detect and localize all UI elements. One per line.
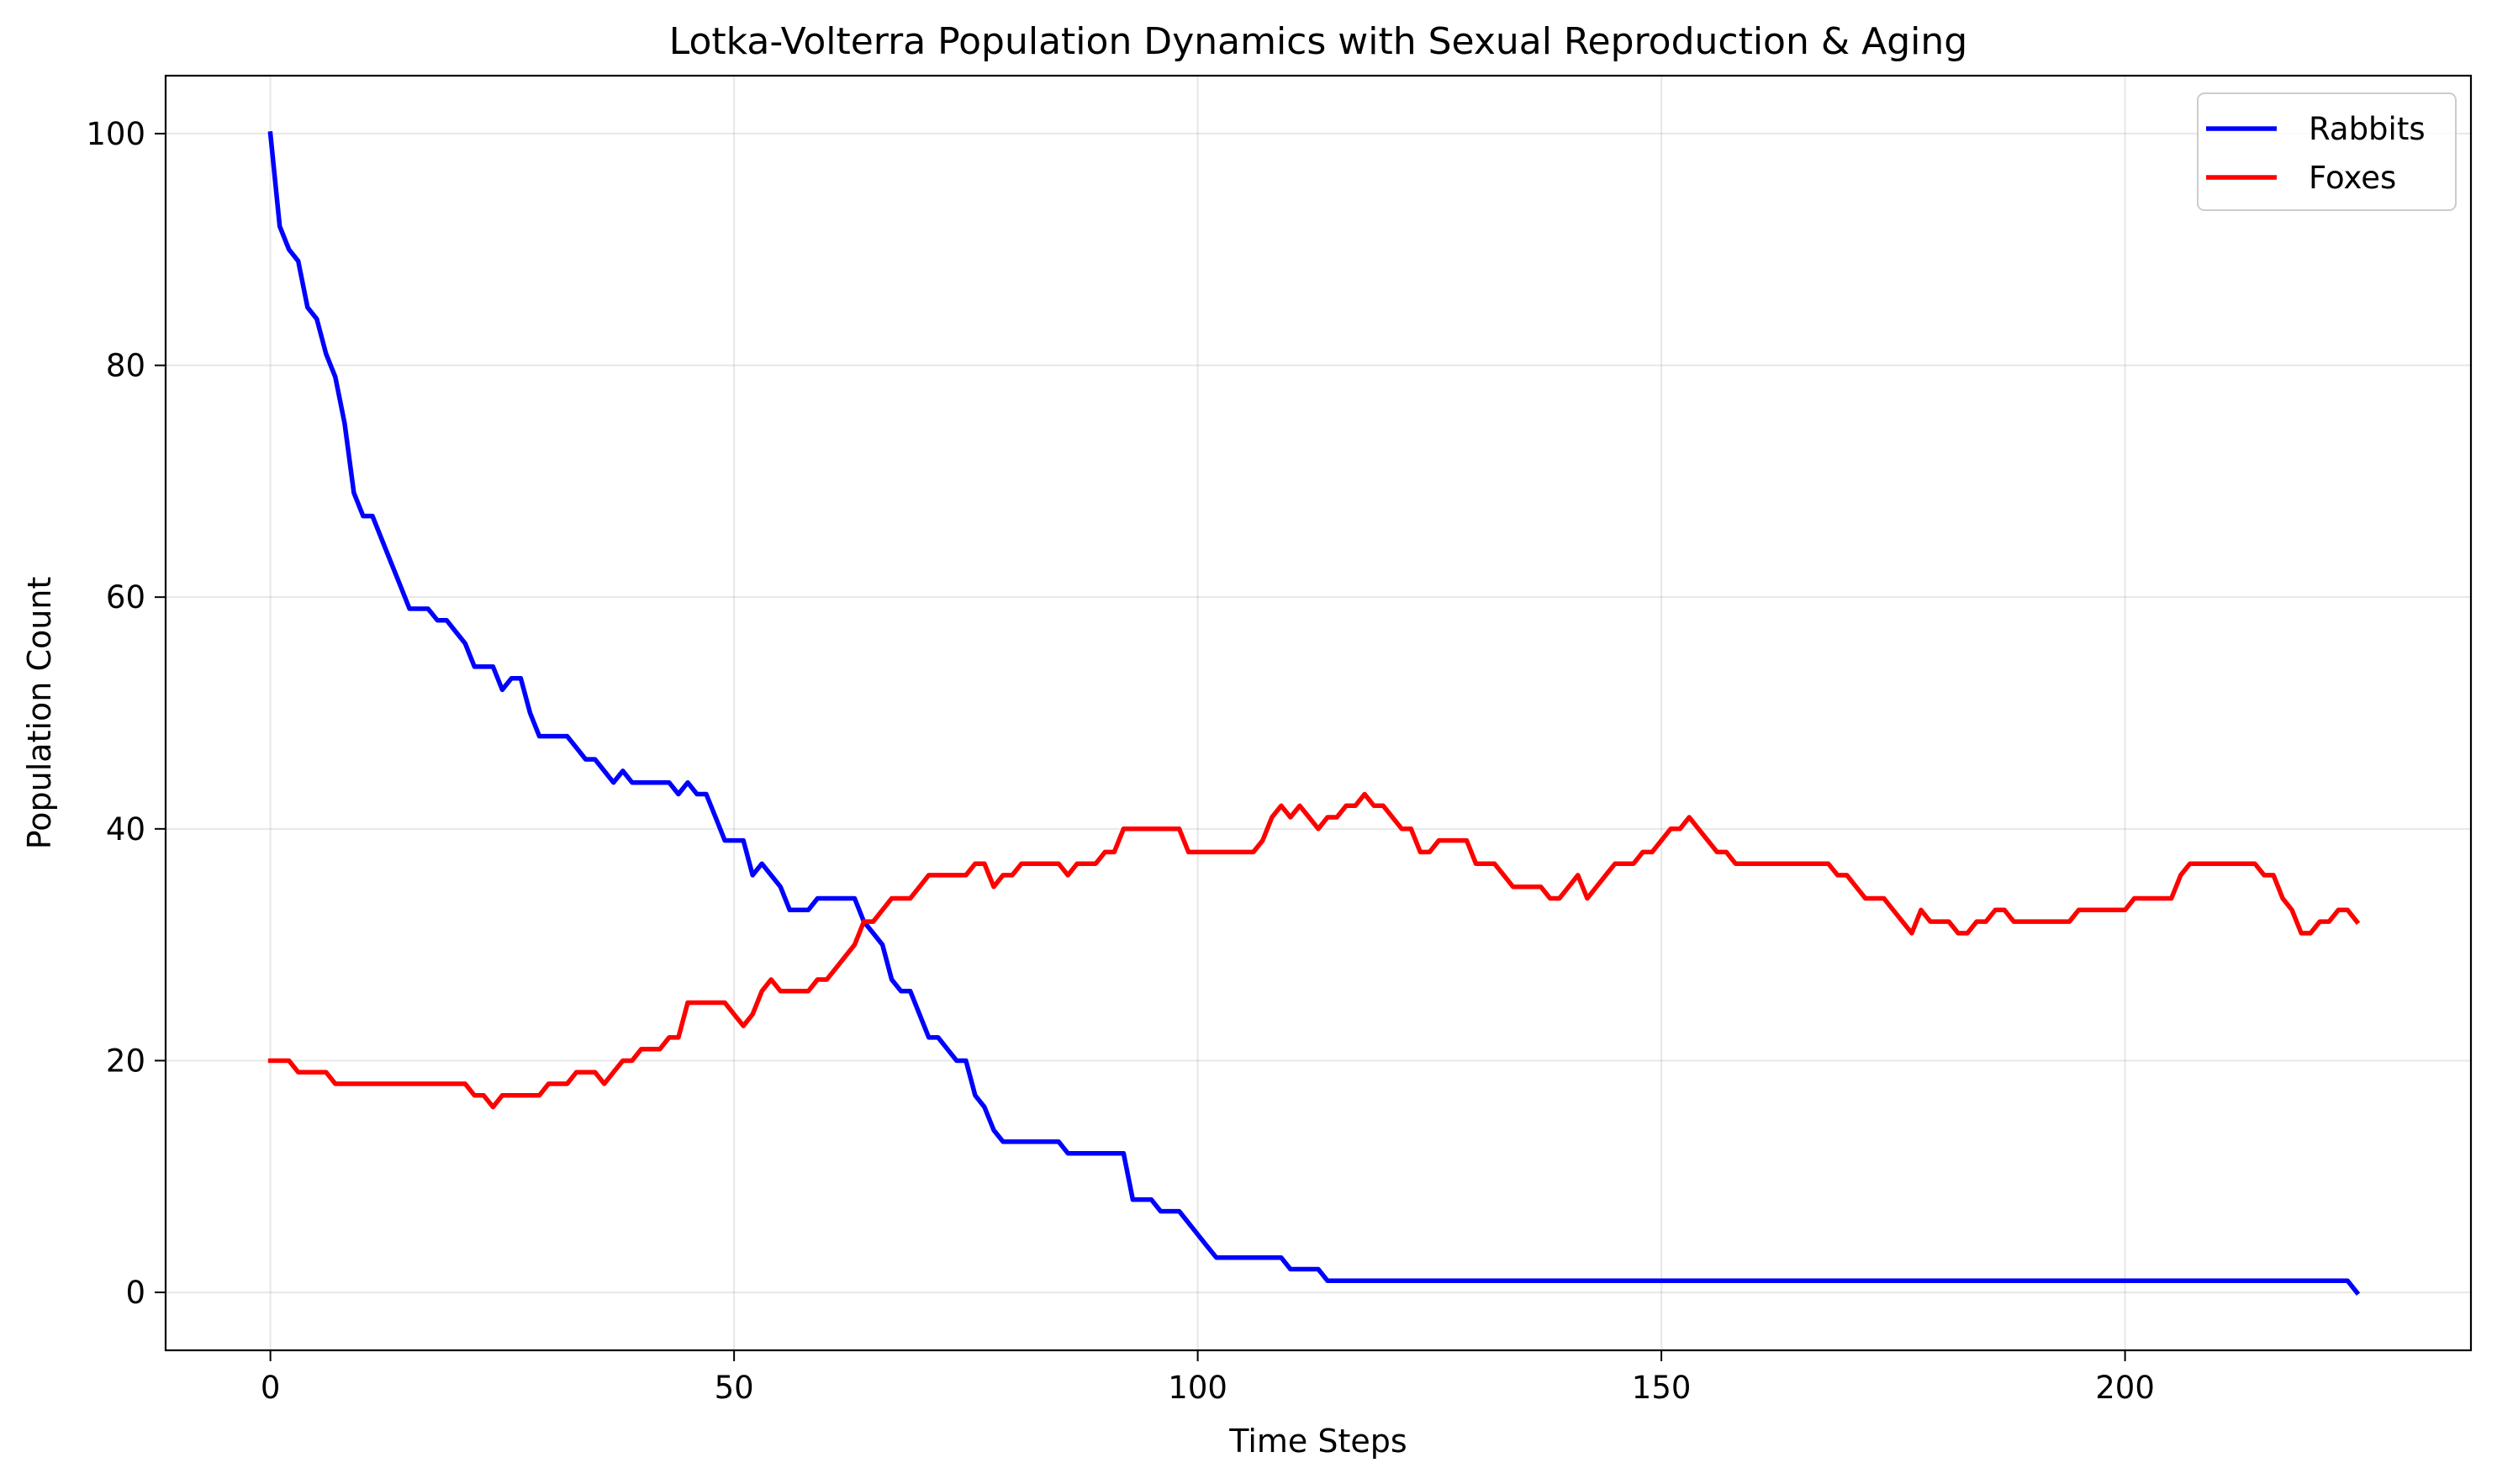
y-tick-label: 40 (106, 811, 145, 848)
y-tick-label: 100 (86, 116, 145, 152)
legend-label-rabbits: Rabbits (2309, 111, 2426, 147)
y-axis-ticks: 0 20 40 60 80 100 (86, 116, 166, 1311)
y-axis-label: Population Count (21, 577, 58, 850)
y-tick-label: 60 (106, 579, 145, 615)
series-line-rabbits (267, 130, 2361, 1296)
legend: Rabbits Foxes (2197, 92, 2457, 211)
series-line-foxes (267, 791, 2361, 1110)
series-layer (267, 130, 2361, 1296)
y-tick-label: 20 (106, 1043, 145, 1079)
x-tick-label: 100 (1168, 1370, 1227, 1406)
legend-label-foxes: Foxes (2309, 160, 2396, 196)
x-axis-ticks: 0 50 100 150 200 (261, 1350, 2155, 1406)
grid (166, 76, 2471, 1350)
x-tick-label: 50 (715, 1370, 754, 1406)
x-axis-label: Time Steps (1228, 1423, 1407, 1460)
plot-frame (164, 74, 2473, 1352)
x-tick-label: 150 (1632, 1370, 1692, 1406)
y-tick-label: 80 (106, 348, 145, 384)
legend-box (2197, 92, 2457, 211)
chart-title: Lotka-Volterra Population Dynamics with … (669, 20, 1967, 63)
y-tick-label: 0 (125, 1275, 145, 1311)
x-tick-label: 0 (261, 1370, 281, 1406)
x-tick-label: 200 (2095, 1370, 2155, 1406)
